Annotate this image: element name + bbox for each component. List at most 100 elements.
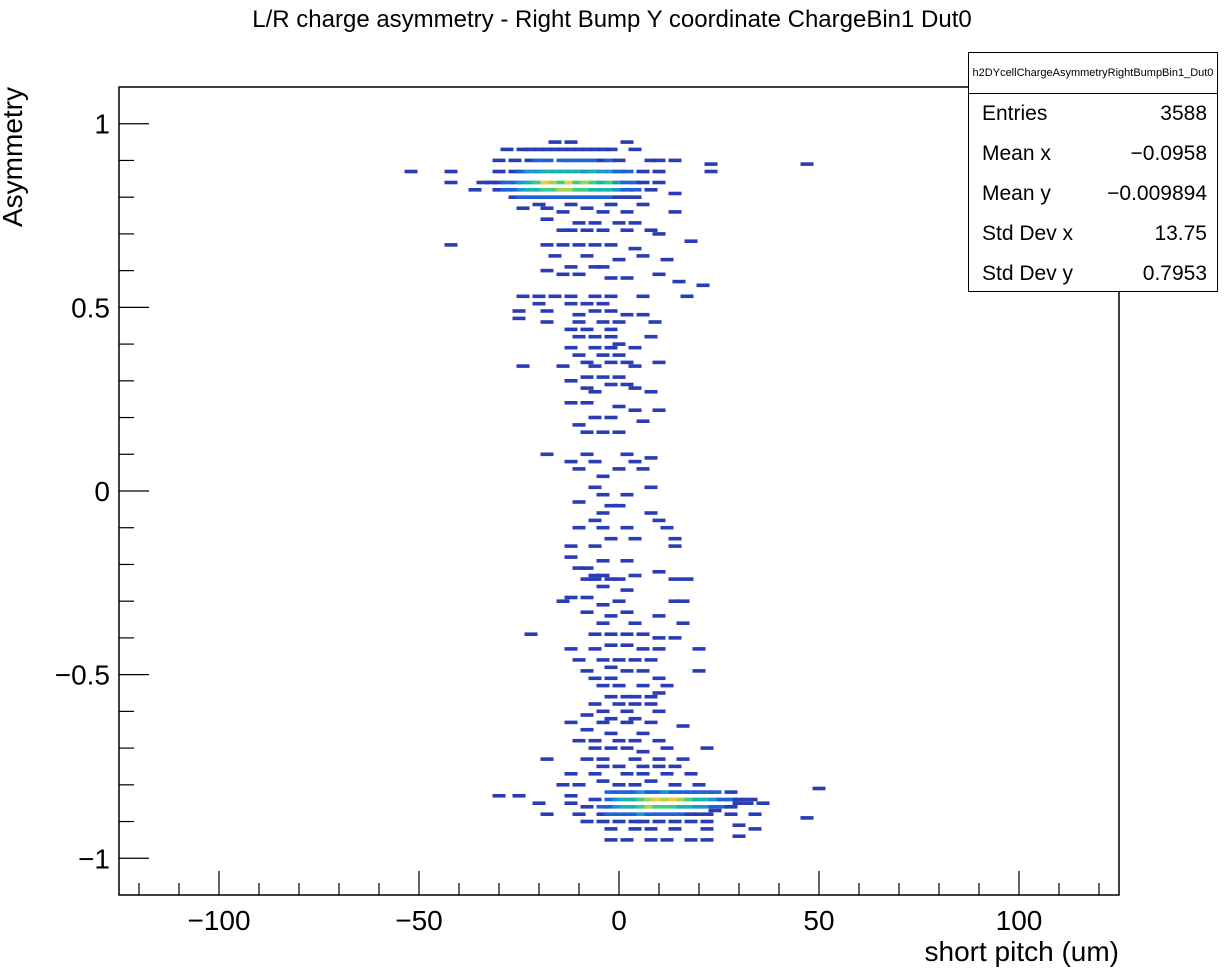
heatmap-bin: [596, 812, 610, 816]
heatmap-bin: [684, 239, 698, 243]
heatmap-bin: [628, 345, 642, 350]
heatmap-bin: [612, 819, 626, 824]
heatmap-bin: [696, 283, 710, 288]
heatmap-bin: [588, 221, 602, 225]
heatmap-bin: [564, 459, 578, 464]
heatmap-bin: [612, 658, 626, 662]
heatmap-bin: [524, 195, 538, 199]
heatmap-bin: [564, 202, 578, 207]
heatmap-bin: [572, 423, 586, 427]
heatmap-bin: [588, 797, 602, 802]
heatmap-bin: [652, 738, 666, 743]
heatmap-bin: [644, 228, 658, 232]
heatmap-bin: [580, 158, 594, 163]
heatmap-bin: [604, 415, 618, 420]
heatmap-bin: [692, 812, 706, 816]
heatmap-bin: [532, 801, 546, 805]
heatmap-bin: [556, 783, 570, 787]
heatmap-bin: [800, 816, 814, 820]
heatmap-bin: [588, 544, 602, 548]
heatmap-bin: [564, 595, 578, 600]
heatmap-bin: [612, 158, 626, 163]
heatmap-bin: [748, 812, 762, 816]
heatmap-bin: [620, 492, 634, 497]
heatmap-bin: [540, 309, 554, 313]
heatmap-bin: [644, 838, 658, 842]
heatmap-bin: [644, 334, 658, 339]
heatmap-bin: [668, 210, 682, 214]
heatmap-bin: [660, 805, 674, 809]
heatmap-bin: [588, 573, 602, 578]
heatmap-bin: [612, 764, 626, 769]
heatmap-bin: [680, 577, 694, 581]
heatmap-bin: [756, 801, 770, 805]
heatmap-bin: [564, 140, 578, 144]
heatmap-bin: [704, 169, 718, 174]
y-tick-label: 1: [94, 109, 110, 140]
heatmap-bin: [556, 228, 570, 232]
x-tick-label: −100: [187, 905, 250, 936]
heatmap-bin: [612, 812, 626, 816]
heatmap-bin: [636, 467, 650, 471]
heatmap-bin: [596, 819, 610, 824]
heatmap-bin: [652, 790, 666, 794]
heatmap-bin: [800, 162, 814, 166]
heatmap-bin: [620, 382, 634, 387]
heatmap-bin: [636, 749, 650, 754]
heatmap-bin: [596, 147, 610, 152]
heatmap-bin: [652, 805, 666, 809]
heatmap-bin: [596, 301, 610, 306]
heatmap-bin: [612, 404, 626, 409]
heatmap-bin: [668, 783, 682, 787]
heatmap-bin: [704, 162, 718, 166]
heatmap-bin: [588, 364, 602, 368]
heatmap-bin: [596, 720, 610, 725]
heatmap-bin: [604, 790, 618, 794]
heatmap-bin: [580, 188, 594, 192]
heatmap-bin: [620, 228, 634, 232]
heatmap-bin: [556, 158, 570, 163]
heatmap-bin: [620, 276, 634, 280]
heatmap-bin: [628, 797, 642, 802]
heatmap-bin: [644, 188, 658, 192]
heatmap-bin: [580, 566, 594, 570]
heatmap-bin: [612, 430, 626, 434]
heatmap-bin: [652, 158, 666, 163]
heatmap-bin: [620, 838, 634, 842]
heatmap-bin: [620, 312, 634, 317]
heatmap-bin: [644, 158, 658, 163]
heatmap-bin: [628, 195, 642, 199]
heatmap-bin: [564, 294, 578, 299]
heatmap-bin: [620, 720, 634, 725]
heatmap-bin: [524, 169, 538, 174]
heatmap-bin: [612, 599, 626, 603]
heatmap-bin: [596, 430, 610, 434]
heatmap-bin: [596, 621, 610, 625]
heatmap-bin: [604, 812, 618, 816]
heatmap-bin: [684, 819, 698, 824]
heatmap-bin: [636, 647, 650, 651]
stat-row-entries: Entries 3588: [969, 94, 1217, 134]
heatmap-bin: [596, 511, 610, 515]
heatmap-bin: [588, 345, 602, 350]
heatmap-bin: [668, 544, 682, 548]
heatmap-bin: [564, 228, 578, 232]
heatmap-bin: [604, 188, 618, 192]
heatmap-bin: [612, 257, 626, 262]
heatmap-bin: [564, 647, 578, 651]
heatmap-bin: [484, 180, 498, 185]
heatmap-bin: [628, 694, 642, 699]
stats-histogram-name: h2DYcellChargeAsymmetryRightBumpBin1_Dut…: [969, 53, 1217, 94]
heatmap-bin: [580, 577, 594, 581]
heatmap-bin: [508, 158, 522, 163]
heatmap-bin: [580, 805, 594, 809]
heatmap-bin: [620, 812, 634, 816]
heatmap-bin: [628, 790, 642, 794]
heatmap-bin: [700, 790, 714, 794]
heatmap-bin: [532, 202, 546, 207]
heatmap-bin: [636, 669, 650, 673]
heatmap-bin: [644, 702, 658, 706]
heatmap-bin: [620, 195, 634, 199]
heatmap-bin: [540, 268, 554, 273]
